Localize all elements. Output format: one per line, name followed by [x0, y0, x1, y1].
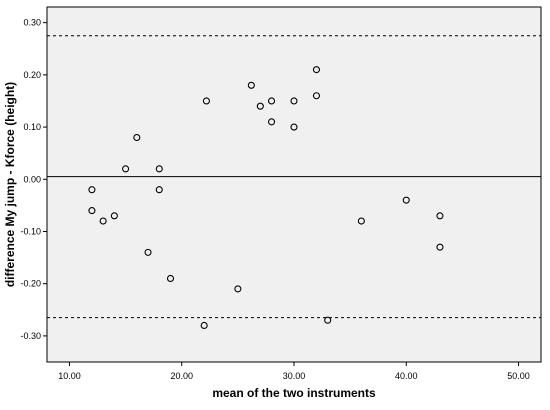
data-point: [256, 102, 264, 110]
y-tick-label: -0.10: [20, 226, 41, 236]
data-point: [110, 212, 118, 220]
data-point: [290, 123, 298, 131]
plot-area: [46, 6, 542, 363]
y-axis-title: difference My jump - Kforce (height): [3, 82, 17, 287]
y-tick-label: 0.30: [23, 18, 41, 28]
y-tick-label: -0.30: [20, 331, 41, 341]
data-point: [202, 97, 210, 105]
data-point: [357, 217, 365, 225]
data-point: [312, 66, 321, 74]
data-point: [436, 212, 444, 220]
data-point: [267, 118, 276, 126]
data-point: [99, 217, 107, 225]
y-tick-label: 0.10: [23, 122, 41, 132]
data-point: [267, 97, 276, 105]
data-point: [200, 321, 208, 330]
x-tick-label: 30.00: [283, 371, 306, 381]
reference-lines: [47, 35, 541, 319]
data-point: [133, 133, 141, 142]
y-tick-label: 0.20: [23, 70, 41, 80]
data-point: [166, 274, 175, 283]
axes: 10.00 20.00 30.00 40.00 50.00 -0.30 -0.20 -0.10…: [20, 18, 529, 381]
data-point: [247, 81, 255, 89]
data-point: [234, 285, 242, 293]
data-point: [144, 248, 152, 256]
data-point: [290, 97, 298, 105]
x-tick-label: 50.00: [507, 371, 530, 381]
x-tick-label: 20.00: [170, 371, 193, 381]
data-point: [88, 186, 96, 194]
data-point: [88, 207, 96, 215]
data-point: [155, 165, 163, 173]
data-points: [88, 66, 444, 330]
x-tick-label: 40.00: [395, 371, 418, 381]
data-point: [122, 165, 130, 173]
x-tick-label: 10.00: [58, 371, 81, 381]
data-point: [324, 316, 332, 324]
data-point: [155, 186, 163, 194]
data-point: [402, 196, 410, 204]
data-point: [436, 243, 444, 251]
data-point: [312, 92, 321, 100]
y-tick-label: 0.00: [23, 174, 41, 184]
y-tick-label: -0.20: [20, 279, 41, 289]
x-axis-title: mean of the two instruments: [212, 386, 376, 400]
